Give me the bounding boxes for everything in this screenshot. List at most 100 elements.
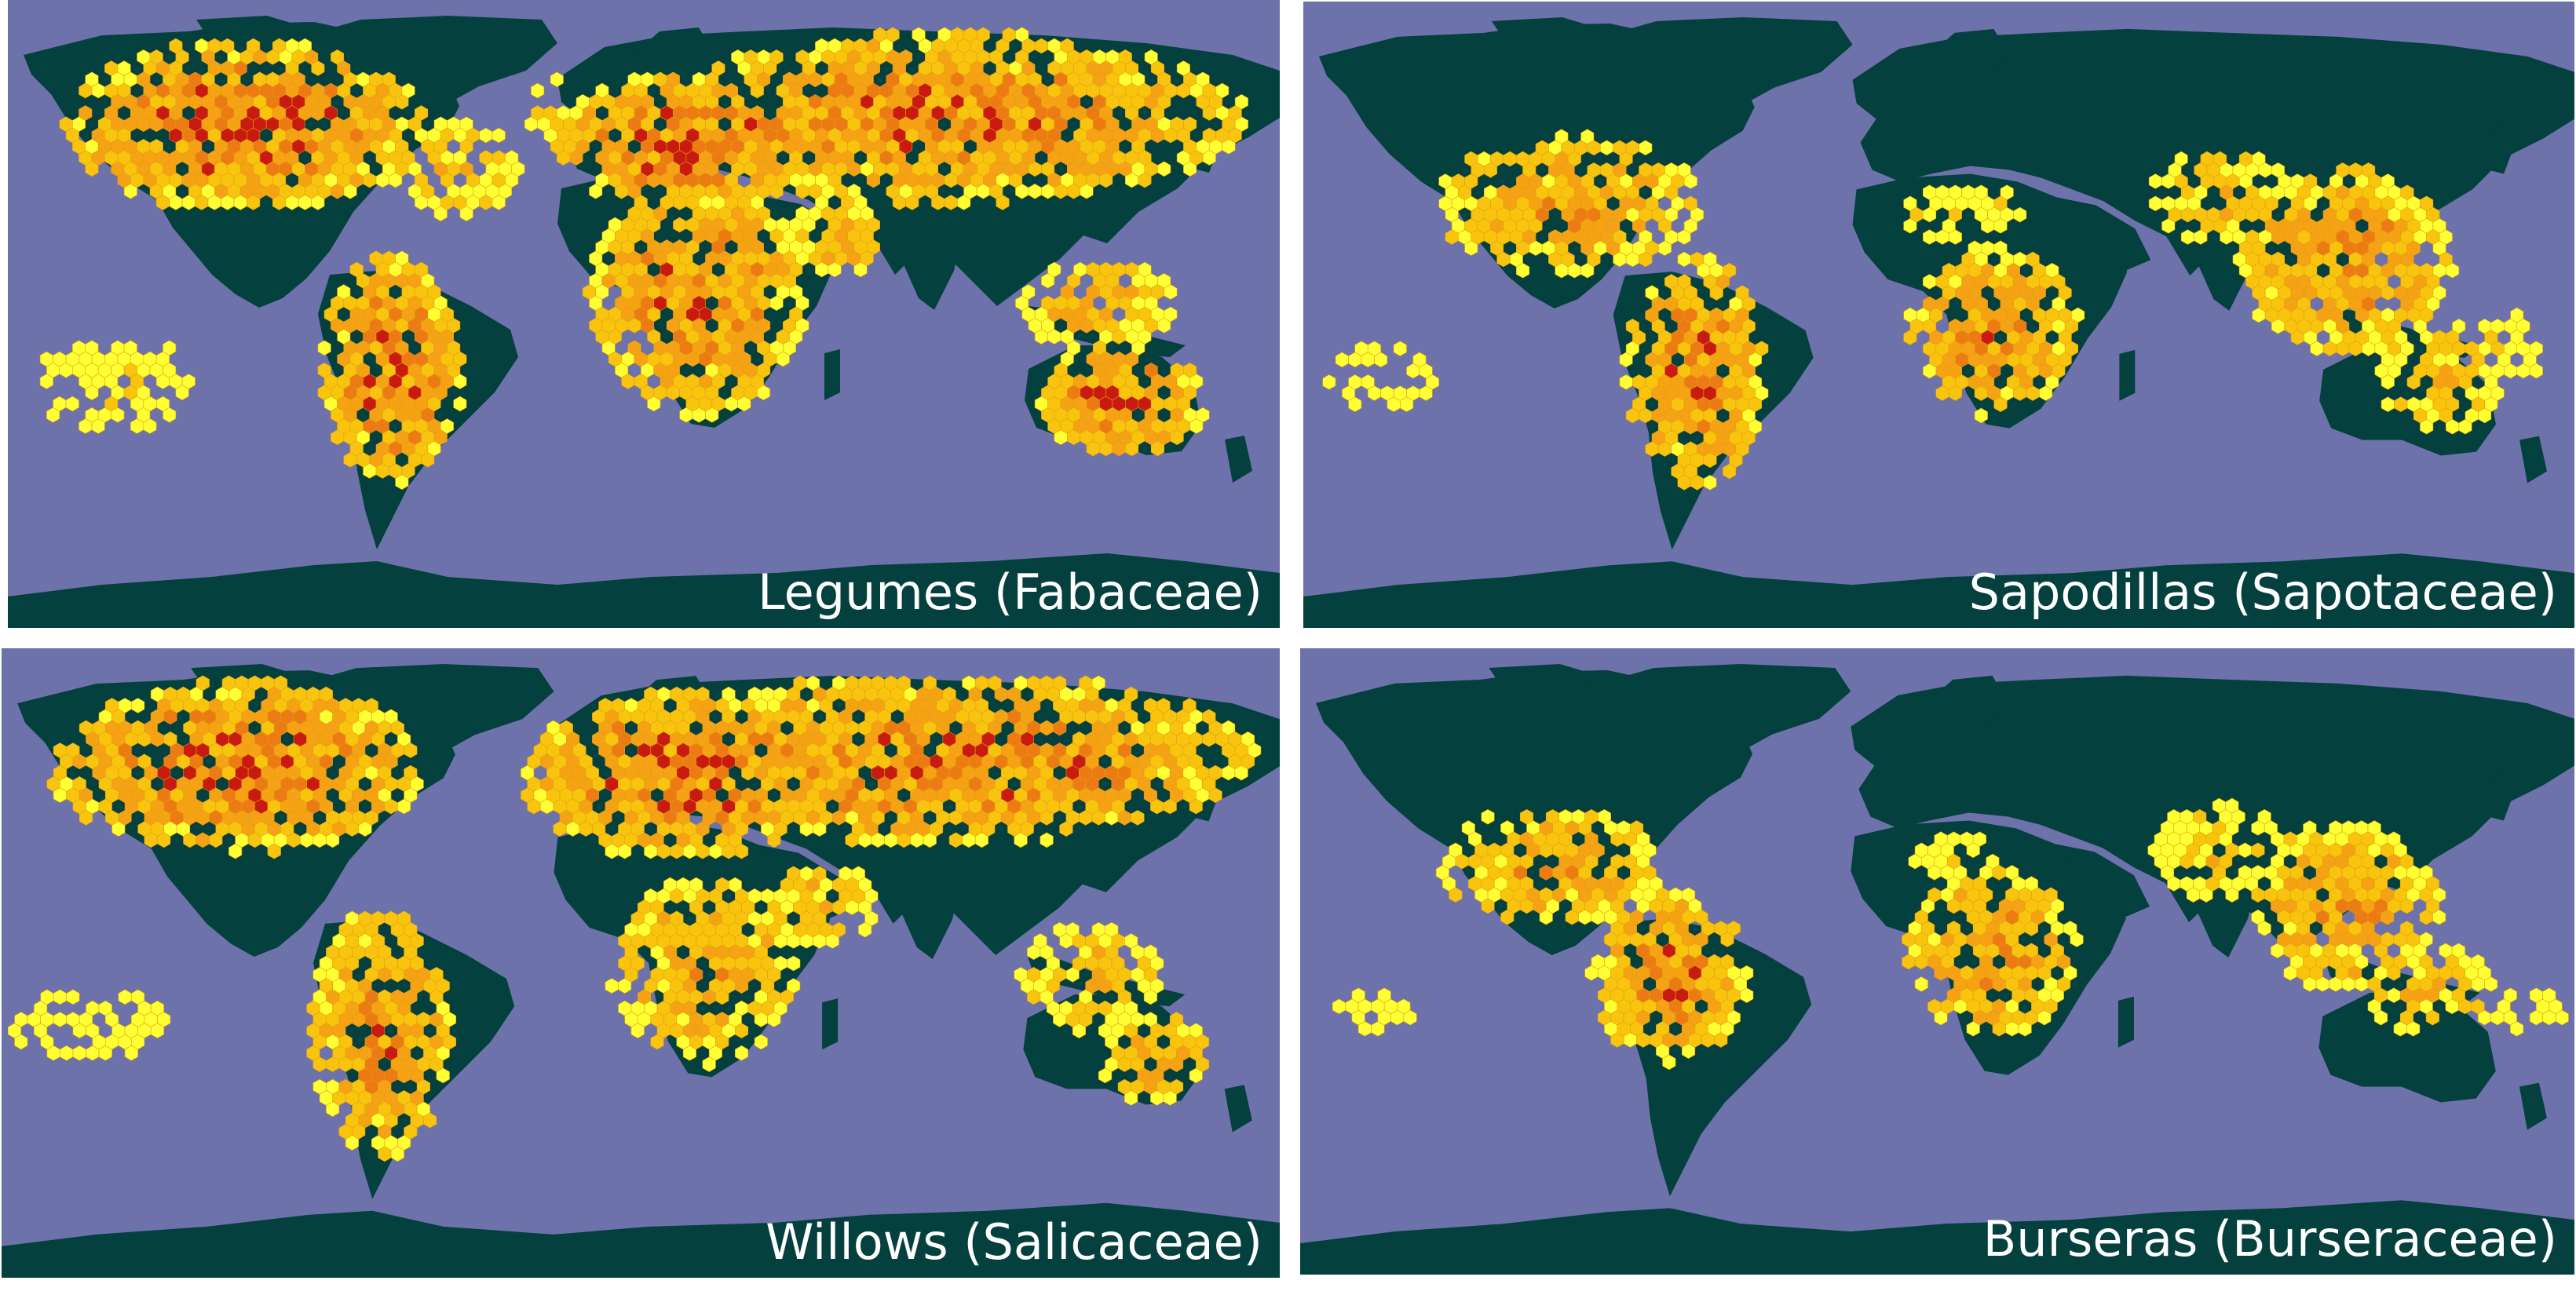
landmass-canadianArctic — [1489, 663, 1599, 703]
richness-hex — [317, 340, 331, 356]
landmass-madagascar — [2119, 349, 2136, 401]
richness-hex — [459, 206, 473, 222]
richness-hex — [143, 418, 157, 434]
richness-hex — [1374, 352, 1388, 368]
world-map-willows — [2, 648, 1280, 1278]
richness-hex — [1098, 1067, 1113, 1084]
richness-hex — [247, 195, 261, 210]
richness-hex — [1157, 317, 1171, 334]
richness-hex — [358, 821, 372, 837]
richness-hex — [974, 832, 988, 848]
richness-hex — [1164, 284, 1178, 300]
richness-hex — [996, 195, 1010, 210]
richness-hex — [1681, 1043, 1696, 1060]
richness-hex — [1208, 787, 1222, 804]
richness-hex — [2381, 374, 2395, 390]
world-map-legumes — [8, 0, 1280, 628]
landmass-antarctica — [8, 553, 1280, 628]
richness-hex — [1516, 262, 1530, 279]
richness-hex — [1948, 229, 1962, 245]
richness-hex — [326, 1101, 340, 1118]
richness-hex — [2406, 1020, 2421, 1037]
richness-hex — [1948, 385, 1962, 401]
richness-hex — [395, 474, 409, 491]
richness-hex — [421, 451, 435, 468]
richness-hex — [2373, 1009, 2388, 1026]
richness-hex — [1322, 374, 1336, 390]
richness-hex — [1903, 330, 1917, 345]
richness-hex — [228, 843, 243, 859]
richness-hex — [1393, 341, 1407, 357]
richness-hex — [702, 1056, 716, 1072]
richness-hex — [1189, 798, 1203, 815]
richness-hex — [1966, 1020, 1980, 1037]
landmass-uk — [1866, 722, 1902, 762]
richness-hex — [1163, 1090, 1177, 1106]
richness-hex — [2406, 374, 2421, 390]
richness-hex — [828, 261, 842, 278]
richness-hex — [390, 1146, 404, 1162]
richness-hex — [1966, 842, 1980, 859]
landmass-japan — [2487, 765, 2516, 821]
richness-hex — [1138, 172, 1152, 188]
richness-hex — [1993, 217, 2008, 234]
richness-hex — [2458, 418, 2472, 435]
landmass-newZealand — [1224, 1085, 1252, 1133]
richness-hex — [2257, 921, 2271, 936]
landmass-greenland — [301, 664, 554, 755]
richness-hex — [1923, 206, 1937, 223]
richness-hex — [589, 183, 603, 199]
richness-hex — [769, 183, 784, 199]
richness-hex — [1189, 418, 1204, 434]
panel-label-legumes: Legumes (Fabaceae) — [758, 564, 1262, 621]
richness-hex — [111, 407, 125, 423]
landmass-madagascar — [2117, 996, 2134, 1048]
richness-hexbin-layer — [7, 675, 1262, 1162]
richness-hexbin-layer — [1322, 129, 2543, 491]
landmass-northAmerica — [1316, 669, 1753, 956]
richness-hex — [397, 798, 411, 815]
landmass-antarctica — [1303, 553, 2574, 628]
richness-hex — [923, 832, 937, 848]
world-map-sapodillas — [1303, 2, 2574, 628]
richness-hex — [453, 374, 467, 389]
richness-hex — [769, 295, 784, 312]
richness-hex — [2387, 965, 2401, 981]
richness-hex — [1723, 463, 1737, 480]
richness-hex — [905, 195, 919, 210]
richness-hex — [491, 195, 506, 210]
richness-hex — [65, 396, 79, 412]
richness-hex — [343, 183, 357, 199]
landmass-uk — [1868, 75, 1904, 115]
richness-hex — [1539, 909, 1553, 925]
richness-hex — [1740, 987, 1754, 1004]
richness-hex — [813, 821, 827, 837]
landmass-newZealand — [2519, 436, 2548, 483]
richness-hex — [787, 955, 801, 972]
richness-hexbin-layer — [39, 27, 1248, 491]
richness-hex — [757, 385, 771, 401]
richness-hex — [123, 183, 137, 199]
richness-hex — [311, 195, 325, 210]
landmass-madagascar — [824, 349, 840, 400]
richness-hex — [2251, 842, 2265, 859]
richness-hex — [767, 1012, 781, 1027]
richness-hex — [2013, 206, 2027, 223]
richness-hex — [1348, 396, 1362, 413]
richness-hex — [2420, 418, 2434, 435]
richness-hex — [157, 832, 171, 848]
richness-hex — [453, 396, 467, 412]
richness-hex — [2510, 1020, 2524, 1037]
landmass-madagascar — [822, 998, 839, 1050]
richness-hex — [1157, 161, 1171, 177]
richness-hex — [754, 1034, 768, 1050]
landmass-greenland — [1601, 16, 1853, 108]
richness-hex — [1014, 832, 1028, 848]
richness-hex — [1403, 1009, 1417, 1026]
richness-hex — [98, 1045, 112, 1061]
richness-hex — [1143, 989, 1157, 1005]
richness-hex — [1639, 251, 1653, 268]
richness-hex — [2199, 887, 2213, 903]
richness-hex — [46, 407, 60, 423]
richness-hex — [2024, 921, 2038, 936]
